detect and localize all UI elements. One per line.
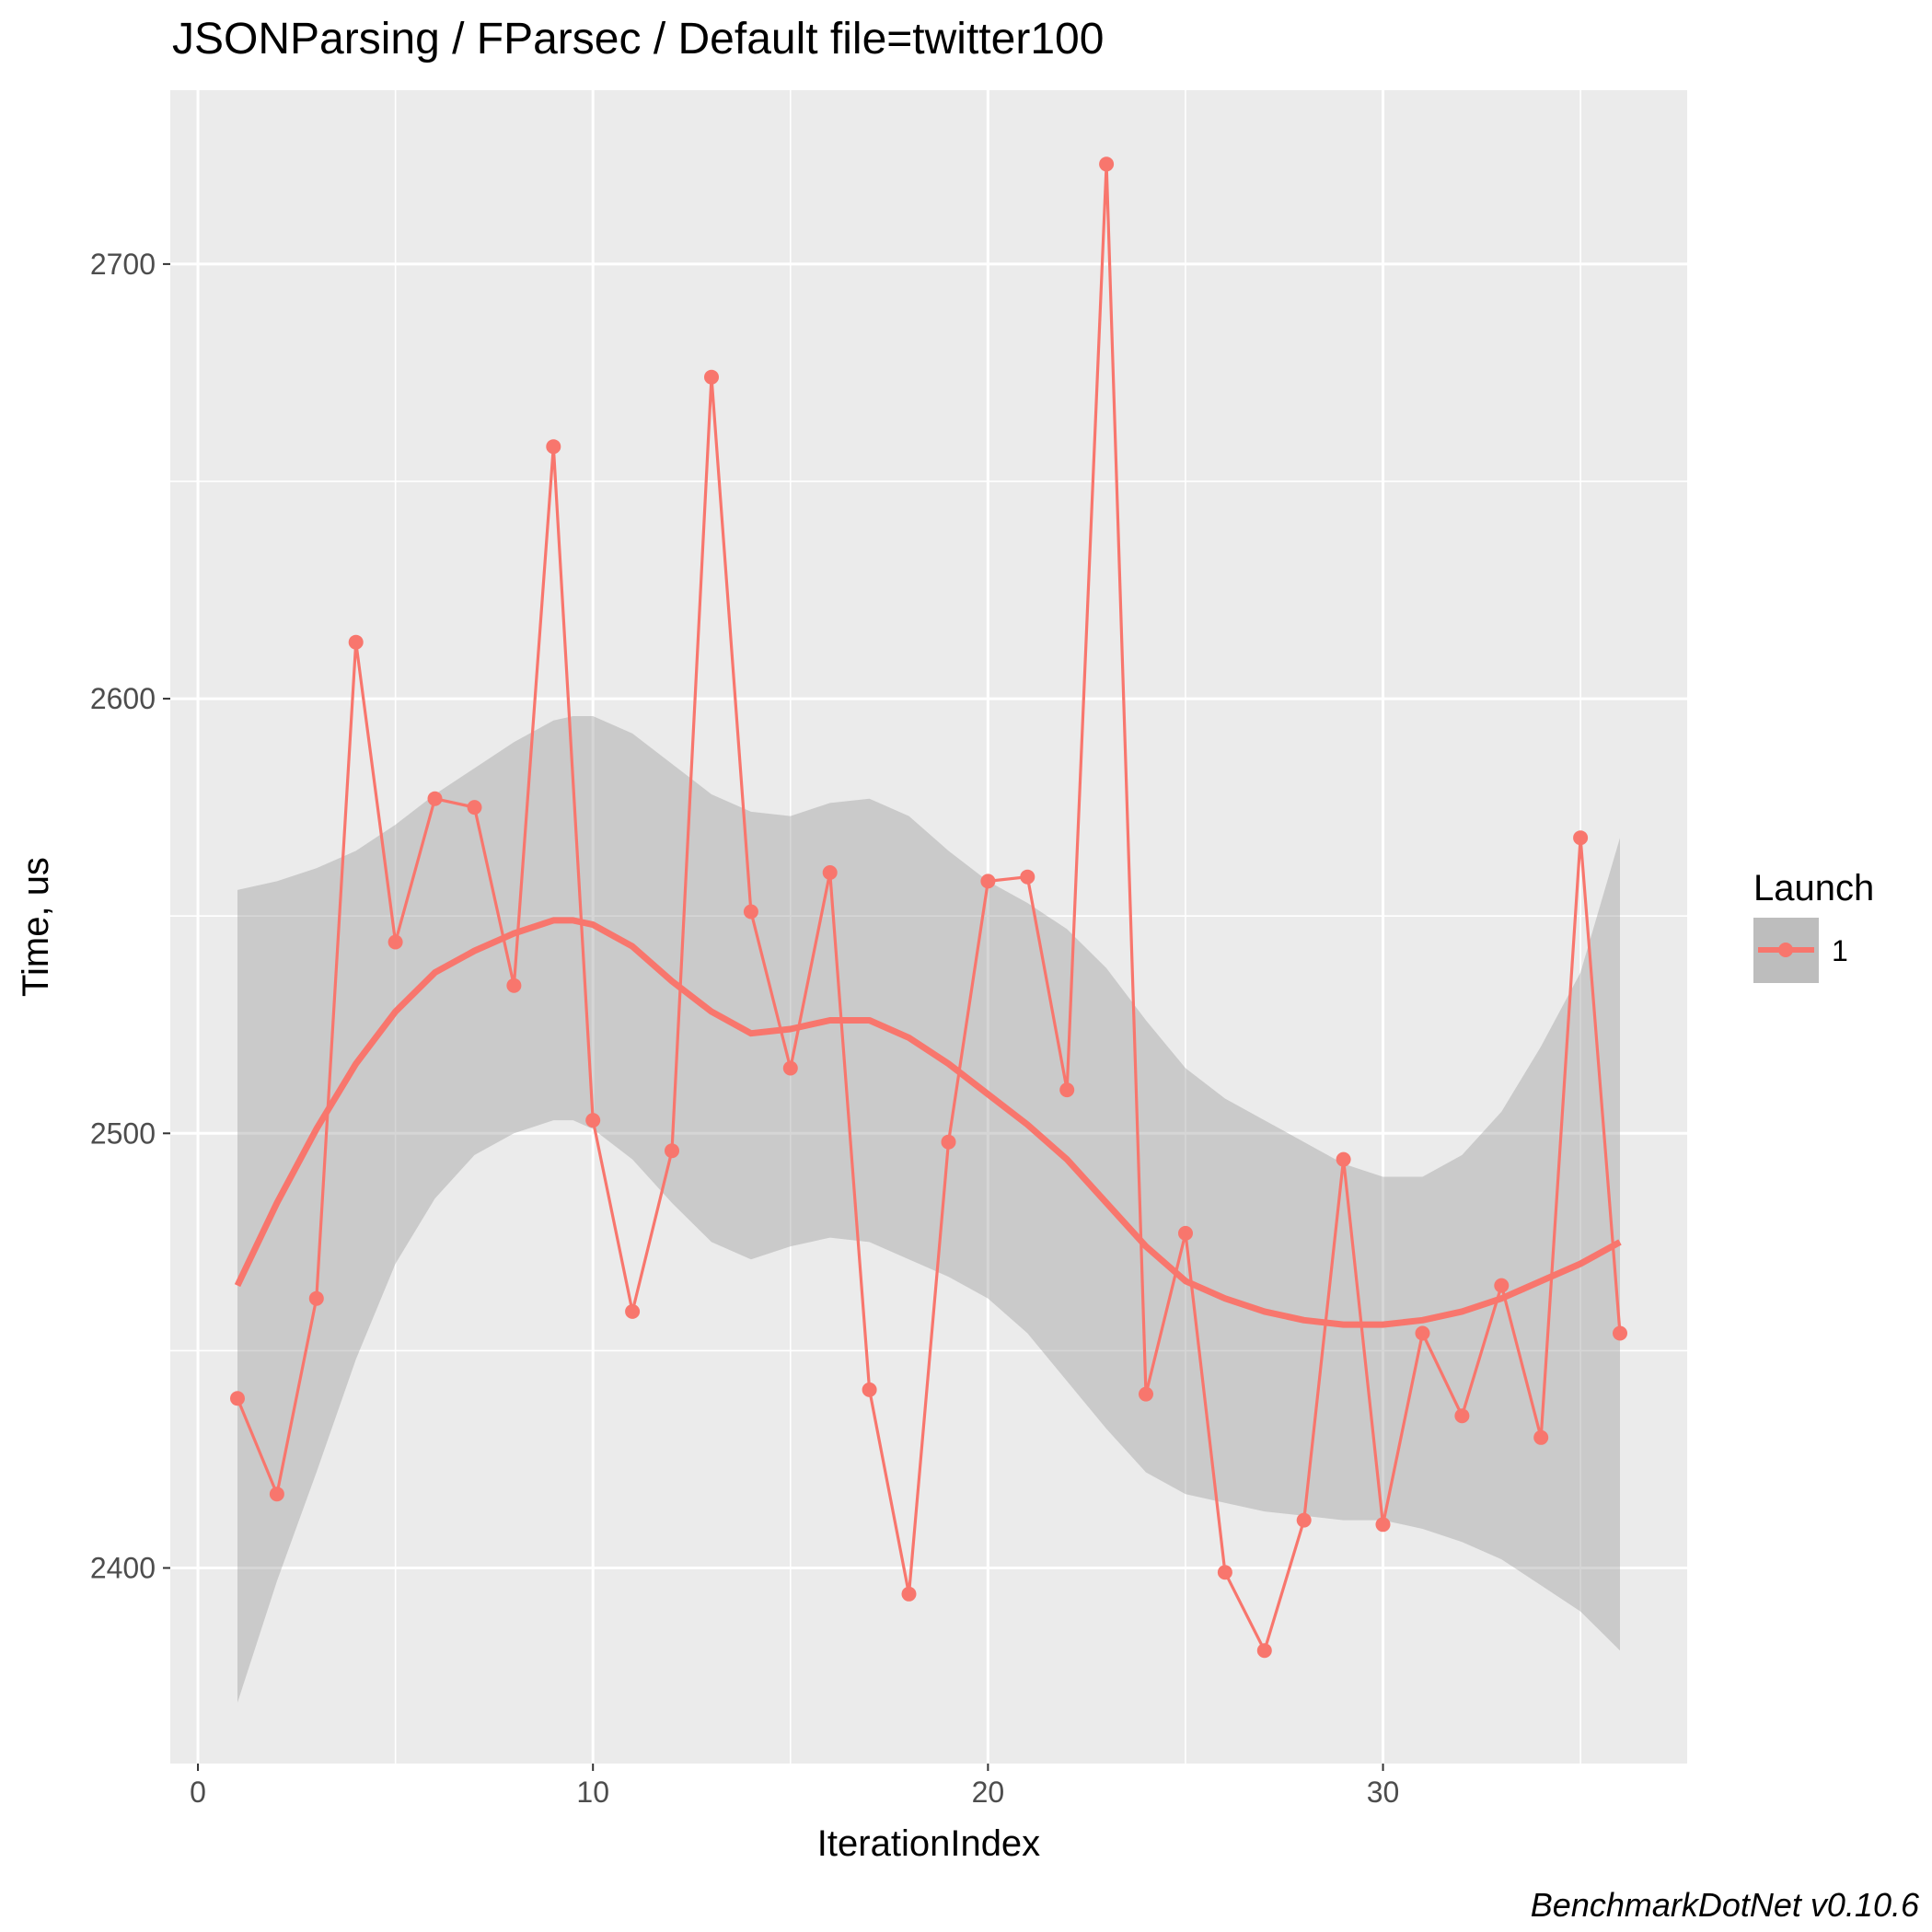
minor-gridlines: [170, 90, 1687, 1764]
data-point: [782, 1060, 798, 1076]
smooth-line-layer: [234, 917, 1622, 1328]
y-tick-label: 2500: [90, 1116, 156, 1150]
data-point: [1178, 1225, 1193, 1241]
data-point: [1217, 1565, 1232, 1580]
data-point: [1375, 1517, 1391, 1533]
data-point: [901, 1586, 917, 1602]
y-axis-ticks: 2400 2500 2600 2700: [90, 248, 170, 1585]
data-point: [1296, 1512, 1312, 1528]
data-point: [1573, 830, 1589, 846]
x-tick-label: 20: [972, 1776, 1005, 1809]
data-point: [1613, 1325, 1627, 1341]
data-point: [585, 1113, 601, 1128]
legend-key-point: [1778, 943, 1793, 957]
y-tick-label: 2600: [90, 682, 156, 715]
data-point: [427, 791, 443, 806]
legend: Launch 1: [1753, 868, 1874, 983]
data-point: [269, 1487, 284, 1502]
data-point: [743, 904, 758, 920]
data-points: [230, 156, 1627, 1659]
data-point: [467, 800, 482, 816]
data-point: [1256, 1643, 1272, 1659]
y-axis-label: Time, us: [16, 857, 56, 997]
data-point: [1139, 1386, 1153, 1402]
x-axis-label: IterationIndex: [817, 1823, 1040, 1864]
data-point: [822, 865, 838, 880]
data-point: [1454, 1408, 1470, 1424]
data-point: [348, 634, 364, 650]
x-tick-label: 0: [190, 1776, 206, 1809]
data-point: [704, 369, 719, 385]
data-point: [1020, 869, 1035, 885]
legend-title: Launch: [1753, 868, 1874, 908]
data-point: [1099, 156, 1115, 172]
data-point: [230, 1391, 245, 1406]
plot-panel: [170, 90, 1687, 1764]
data-point: [388, 934, 403, 950]
smooth-line: [234, 917, 1622, 1328]
data-point: [665, 1143, 679, 1159]
major-gridlines: [170, 90, 1687, 1764]
data-point: [1494, 1278, 1510, 1293]
data-point: [308, 1290, 324, 1306]
y-tick-label: 2400: [90, 1552, 156, 1585]
data-point: [625, 1303, 641, 1319]
x-tick-label: 10: [576, 1776, 609, 1809]
caption: BenchmarkDotNet v0.10.6: [1531, 1886, 1920, 1924]
data-point: [941, 1134, 956, 1150]
data-point: [506, 978, 522, 993]
data-point: [980, 873, 996, 889]
data-point: [862, 1382, 877, 1397]
data-point: [1059, 1082, 1075, 1098]
data-point: [1533, 1429, 1549, 1445]
legend-label: 1: [1832, 934, 1848, 967]
data-point: [1336, 1151, 1351, 1167]
data-point: [1415, 1325, 1430, 1341]
data-point: [546, 439, 561, 455]
chart-title: JSONParsing / FParsec / Default file=twi…: [172, 15, 1104, 64]
x-tick-label: 30: [1367, 1776, 1400, 1809]
y-tick-label: 2700: [90, 248, 156, 281]
x-axis-ticks: 0 10 20 30: [190, 1764, 1399, 1809]
